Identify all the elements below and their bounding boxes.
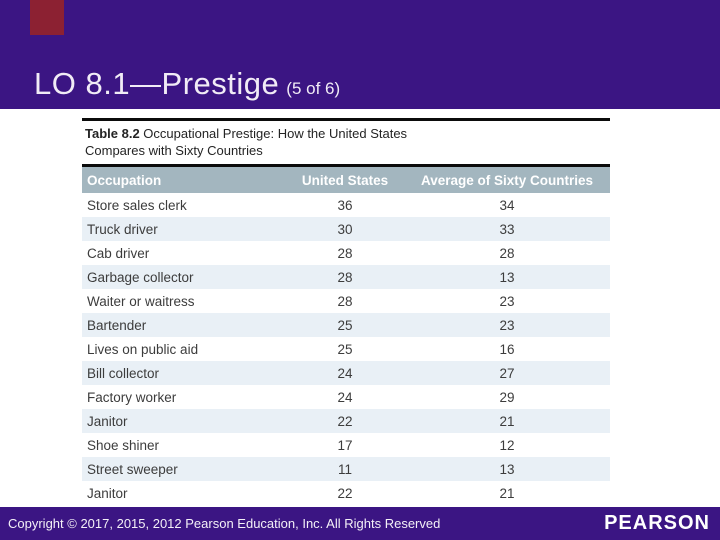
table-top-rule (82, 118, 610, 121)
us-value-cell: 17 (337, 437, 353, 453)
avg-value-cell: 13 (499, 269, 515, 285)
occupation-cell: Lives on public aid (87, 341, 199, 357)
us-value-cell: 36 (337, 197, 353, 213)
occupation-cell: Waiter or waitress (87, 293, 195, 309)
avg-value-cell: 21 (499, 413, 515, 429)
avg-value-cell: 21 (499, 485, 515, 501)
occupation-cell: Shoe shiner (87, 437, 160, 453)
occupation-cell: Janitor (87, 485, 128, 501)
page-title-main: LO 8.1—Prestige (34, 66, 280, 101)
table-row: Street sweeper 11 13 (82, 457, 610, 481)
table-row: Garbage collector 28 13 (82, 265, 610, 289)
us-value-cell: 28 (337, 245, 353, 261)
occupation-cell: Garbage collector (87, 269, 194, 285)
avg-value-cell: 34 (499, 197, 515, 213)
table-row: Factory worker 24 29 (82, 385, 610, 409)
header-average-sixty: Average of Sixty Countries (420, 172, 594, 188)
prestige-table: Table 8.2 Occupational Prestige: How the… (82, 118, 610, 505)
pearson-logo: PEARSON (604, 512, 710, 534)
table-row: Lives on public aid 25 16 (82, 337, 610, 361)
header-occupation: Occupation (87, 172, 162, 188)
title-banner: LO 8.1—Prestige (5 of 6) (0, 0, 720, 109)
page-title-suffix: (5 of 6) (286, 79, 341, 98)
avg-value-cell: 16 (499, 341, 515, 357)
occupation-cell: Cab driver (87, 245, 150, 261)
us-value-cell: 22 (337, 485, 353, 501)
occupation-cell: Store sales clerk (87, 197, 187, 213)
avg-value-cell: 12 (499, 437, 515, 453)
us-value-cell: 22 (337, 413, 353, 429)
avg-value-cell: 33 (499, 221, 515, 237)
us-value-cell: 30 (337, 221, 353, 237)
occupation-cell: Bartender (87, 317, 147, 333)
table-caption-line1: Table 8.2 Occupational Prestige: How the… (85, 126, 408, 141)
occupation-cell: Factory worker (87, 389, 177, 405)
us-value-cell: 25 (337, 341, 353, 357)
table-row: Store sales clerk 36 34 (82, 193, 610, 217)
us-value-cell: 28 (337, 269, 353, 285)
occupation-cell: Street sweeper (87, 461, 178, 477)
avg-value-cell: 23 (499, 317, 515, 333)
table-header-rule (82, 164, 610, 167)
avg-value-cell: 13 (499, 461, 515, 477)
table-row: Cab driver 28 28 (82, 241, 610, 265)
avg-value-cell: 29 (499, 389, 515, 405)
avg-value-cell: 28 (499, 245, 515, 261)
copyright-text: Copyright © 2017, 2015, 2012 Pearson Edu… (8, 516, 441, 531)
table-row: Shoe shiner 17 12 (82, 433, 610, 457)
us-value-cell: 11 (337, 461, 352, 477)
table-caption-label: Table 8.2 (85, 126, 140, 141)
page-title: LO 8.1—Prestige (5 of 6) (34, 66, 340, 102)
occupation-cell: Bill collector (87, 365, 160, 381)
us-value-cell: 24 (337, 389, 353, 405)
occupation-cell: Truck driver (87, 221, 158, 237)
occupation-cell: Janitor (87, 413, 128, 429)
table-row: Bartender 25 23 (82, 313, 610, 337)
header-united-states: United States (301, 172, 389, 188)
table-row: Janitor 22 21 (82, 409, 610, 433)
table-header-row: Occupation United States Average of Sixt… (82, 167, 610, 193)
us-value-cell: 25 (337, 317, 353, 333)
table-row: Bill collector 24 27 (82, 361, 610, 385)
avg-value-cell: 27 (499, 365, 515, 381)
table-row: Waiter or waitress 28 23 (82, 289, 610, 313)
us-value-cell: 24 (337, 365, 353, 381)
table-caption: Table 8.2 Occupational Prestige: How the… (82, 121, 610, 164)
table-row: Janitor 22 21 (82, 481, 610, 505)
table-caption-line2: Compares with Sixty Countries (85, 143, 263, 158)
footer-bar: Copyright © 2017, 2015, 2012 Pearson Edu… (0, 507, 720, 540)
red-accent-square (30, 0, 64, 35)
table-row: Truck driver 30 33 (82, 217, 610, 241)
avg-value-cell: 23 (499, 293, 515, 309)
us-value-cell: 28 (337, 293, 353, 309)
